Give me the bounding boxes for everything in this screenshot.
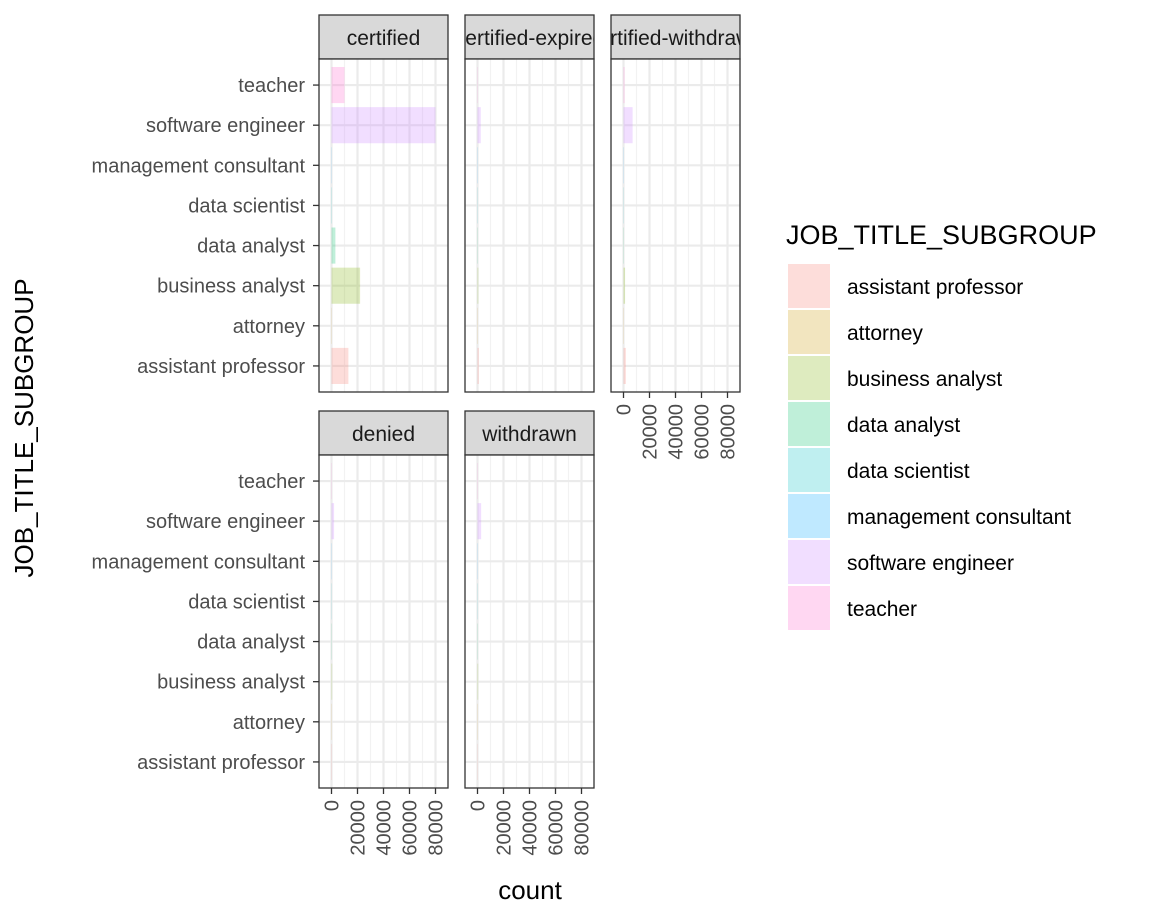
x-tick-label: 60000 [546, 800, 568, 856]
legend-label: business analyst [847, 368, 1002, 391]
facet-strip [464, 410, 595, 456]
facet-strip-label: certified [347, 27, 421, 50]
facet-panel-certified: certified assistant professor attorney busi… [92, 14, 449, 393]
legend-item: data scientist [788, 448, 970, 492]
legend-item: business analyst [788, 356, 1002, 400]
facet-panel-withdrawn: withdrawn 0 20000 40000 60000 80000 [464, 410, 595, 856]
x-tick-label: 80000 [426, 800, 448, 856]
y-tick-label: data scientist [188, 591, 305, 613]
legend-item: software engineer [788, 540, 1014, 584]
legend-label: assistant professor [847, 276, 1023, 299]
bar-teacher [331, 67, 345, 104]
bar-business-analyst [331, 267, 361, 304]
bar-software-engineer [331, 503, 335, 540]
legend-label: data scientist [847, 460, 970, 483]
bar-assistant-professor [331, 347, 349, 384]
legend-key [788, 310, 830, 354]
y-tick-label: management consultant [92, 551, 306, 573]
bar-software-engineer [623, 107, 633, 144]
facet-panel-certified-expired: certified-expired [455, 14, 604, 393]
legend: JOB_TITLE_SUBGROUP assistant professor att… [786, 220, 1097, 630]
y-tick-label: assistant professor [137, 356, 305, 378]
legend-label: software engineer [847, 552, 1014, 575]
legend-key [788, 356, 830, 400]
bar-software-engineer [477, 503, 482, 540]
bar-business-analyst [331, 663, 333, 700]
x-tick-label: 20000 [640, 404, 662, 460]
legend-key [788, 586, 830, 630]
x-tick-label: 20000 [494, 800, 516, 856]
bar-software-engineer [331, 107, 436, 144]
y-tick-label: data analyst [197, 236, 305, 258]
legend-item: management consultant [788, 494, 1071, 538]
y-tick-label: business analyst [157, 672, 305, 694]
y-tick-label: attorney [233, 316, 305, 338]
x-tick-label: 0 [614, 404, 636, 415]
bar-business-analyst [477, 267, 479, 304]
legend-key [788, 402, 830, 446]
x-tick-label: 0 [322, 800, 344, 811]
x-tick-label: 0 [468, 800, 490, 811]
bar-assistant-professor [623, 347, 626, 384]
bar-data-scientist [331, 187, 333, 224]
x-axis-title: count [498, 875, 562, 905]
y-tick-label: teacher [238, 75, 305, 97]
panel-border [464, 58, 595, 393]
x-tick-label: 20000 [348, 800, 370, 856]
y-axis-title: JOB_TITLE_SUBGROUP [9, 278, 39, 577]
legend-label: teacher [847, 598, 917, 621]
x-tick-label: 40000 [520, 800, 542, 856]
y-tick-label: software engineer [146, 511, 305, 533]
legend-item: assistant professor [788, 264, 1023, 308]
facet-strip [318, 410, 449, 456]
x-tick-label: 40000 [374, 800, 396, 856]
facet-strip-label: certified-expired [455, 27, 604, 50]
legend-label: data analyst [847, 414, 960, 437]
facet-strip [318, 14, 449, 60]
legend-key [788, 448, 830, 492]
legend-key [788, 540, 830, 584]
x-tick-label: 60000 [692, 404, 714, 460]
bar-business-analyst [477, 663, 479, 700]
legend-item: teacher [788, 586, 917, 630]
y-tick-label: data analyst [197, 632, 305, 654]
bar-data-analyst [331, 227, 336, 264]
y-tick-label: data scientist [188, 195, 305, 217]
x-tick-label: 80000 [572, 800, 594, 856]
legend-label: attorney [847, 322, 923, 345]
facet-strip-label: withdrawn [481, 423, 577, 446]
legend-title: JOB_TITLE_SUBGROUP [786, 220, 1097, 250]
x-tick-label: 60000 [400, 800, 422, 856]
facet-strip [610, 14, 741, 60]
facet-panel-denied: denied assistant professor attorney busines… [92, 410, 449, 856]
y-tick-label: teacher [238, 471, 305, 493]
bar-assistant-professor [331, 743, 333, 780]
legend-item: attorney [788, 310, 923, 354]
y-tick-label: business analyst [157, 276, 305, 298]
x-tick-label: 40000 [666, 404, 688, 460]
legend-item: data analyst [788, 402, 960, 446]
facet-strip-label: denied [352, 423, 415, 446]
bar-software-engineer [477, 107, 481, 144]
y-tick-label: software engineer [146, 115, 305, 137]
panel-border [318, 58, 449, 393]
y-tick-label: management consultant [92, 155, 306, 177]
legend-label: management consultant [847, 506, 1071, 529]
y-tick-label: attorney [233, 712, 305, 734]
facet-strip-label: certified-withdrawn [588, 27, 763, 50]
facet-panel-certified-withdrawn: certified-withdrawn 0 20000 40000 60000 80000 [588, 14, 763, 460]
legend-key [788, 264, 830, 308]
bar-teacher [623, 67, 625, 104]
y-tick-label: assistant professor [137, 752, 305, 774]
legend-key [788, 494, 830, 538]
bar-business-analyst [623, 267, 626, 304]
bar-assistant-professor [477, 347, 479, 384]
x-tick-label: 80000 [718, 404, 740, 460]
